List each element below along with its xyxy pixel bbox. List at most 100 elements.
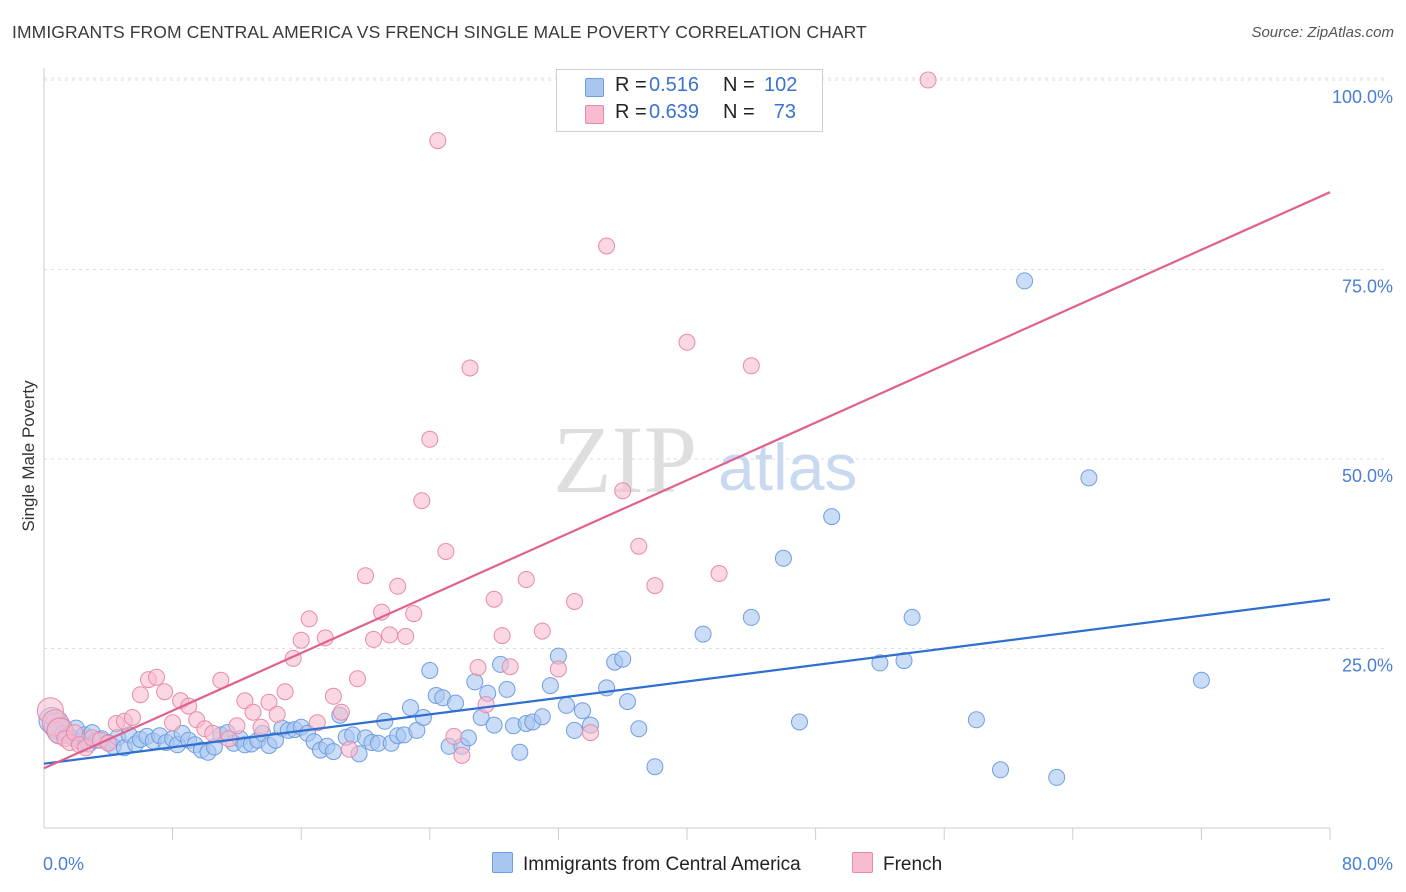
scatter-point xyxy=(349,670,366,688)
gridlines xyxy=(44,77,1385,649)
legend-row-central-america: R = 0.516 N = 102 xyxy=(557,74,822,100)
legend-n-label: N = xyxy=(723,101,755,123)
scatter-point xyxy=(903,608,921,626)
scatter-point xyxy=(598,237,616,255)
legend-series-label: Immigrants from Central America xyxy=(523,854,801,875)
scatter-point xyxy=(131,686,149,704)
scatter-point xyxy=(619,693,636,711)
scatter-point xyxy=(646,577,664,595)
scatter-point xyxy=(549,660,567,678)
scatter-point xyxy=(742,357,760,375)
scatter-point xyxy=(895,652,913,670)
legend-n-label: N = xyxy=(723,74,755,96)
scatter-point xyxy=(164,714,182,732)
scatter-point xyxy=(228,717,246,735)
legend-r-value: 0.516 xyxy=(649,74,700,96)
scatter-point xyxy=(1080,469,1098,487)
scatter-point xyxy=(469,659,487,676)
legend-swatch-pink xyxy=(852,852,873,873)
scatter-point xyxy=(566,593,583,610)
scatter-point xyxy=(630,537,648,555)
watermark: ZIP atlas xyxy=(553,406,857,513)
scatter-point xyxy=(324,687,342,705)
scatter-point xyxy=(791,713,808,731)
legend-r-label: R = xyxy=(615,101,647,123)
scatter-point xyxy=(517,571,535,588)
scatter-point xyxy=(402,699,419,717)
legend-n-value: 102 xyxy=(764,74,798,96)
scatter-point xyxy=(477,696,495,714)
legend-r-label: R = xyxy=(615,74,647,96)
scatter-point xyxy=(582,724,599,742)
legend-row-french: R = 0.639 N = 73 xyxy=(557,101,822,127)
trend-lines xyxy=(43,191,1331,770)
scatter-point xyxy=(244,703,262,721)
scatter-point xyxy=(447,694,464,712)
scatter-point xyxy=(148,668,165,686)
scatter-point xyxy=(493,627,511,645)
legend-series-label: French xyxy=(883,854,943,875)
scatter-point xyxy=(871,654,889,672)
y-tick-label: 75.0% xyxy=(1342,277,1393,297)
scatter-point xyxy=(421,662,439,679)
scatter-point xyxy=(566,721,583,739)
scatter-point xyxy=(429,132,447,150)
scatter-point xyxy=(123,709,141,726)
x-tick-label-max: 80.0% xyxy=(1342,854,1393,874)
legend-item-french: French xyxy=(852,852,942,876)
source-label: Source: ZipAtlas.com xyxy=(1251,24,1394,41)
scatter-point xyxy=(316,629,334,647)
scatter-point xyxy=(308,714,326,732)
x-tick-label-min: 0.0% xyxy=(43,854,84,874)
scatter-point xyxy=(252,718,270,736)
scatter-point xyxy=(156,683,174,701)
scatter-point xyxy=(630,720,648,738)
scatter-point xyxy=(694,625,712,643)
scatter-point xyxy=(919,71,937,89)
series-central-america-points xyxy=(38,272,1210,786)
series-french-points xyxy=(36,71,937,764)
scatter-point xyxy=(498,680,516,698)
legend-r-value: 0.639 xyxy=(649,101,700,123)
scatter-point xyxy=(511,743,529,761)
scatter-point xyxy=(485,590,503,608)
stats-legend: R = 0.516 N = 102 R = 0.639 N = 73 xyxy=(556,69,823,132)
scatter-point xyxy=(405,605,423,623)
scatter-point xyxy=(646,758,664,776)
chart-title: IMMIGRANTS FROM CENTRAL AMERICA VS FRENC… xyxy=(12,22,867,42)
y-axis-label: Single Male Poverty xyxy=(19,380,38,532)
legend-swatch-pink xyxy=(585,105,604,124)
scatter-point xyxy=(260,693,278,711)
scatter-point xyxy=(365,630,382,648)
scatter-point xyxy=(340,740,358,758)
scatter-point xyxy=(574,702,591,720)
scatter-point xyxy=(678,333,696,351)
watermark-atlas: atlas xyxy=(718,430,857,504)
y-tick-label: 25.0% xyxy=(1342,656,1393,676)
scatter-point xyxy=(823,508,841,526)
scatter-point xyxy=(466,673,484,691)
legend-n-value: 73 xyxy=(773,101,796,123)
scatter-point xyxy=(1016,272,1034,290)
legend-swatch-blue xyxy=(585,78,604,97)
scatter-point xyxy=(413,492,431,510)
scatter-point xyxy=(389,577,407,595)
scatter-point xyxy=(1048,768,1066,786)
y-tick-labels: 25.0% 50.0% 75.0% 100.0% xyxy=(1332,87,1393,676)
y-tick-label: 50.0% xyxy=(1342,466,1393,486)
scatter-point xyxy=(397,627,415,645)
trend-line xyxy=(43,598,1331,765)
scatter-point xyxy=(300,610,318,628)
scatter-point xyxy=(992,761,1009,779)
scatter-point xyxy=(1192,671,1210,689)
trend-line xyxy=(43,191,1331,770)
scatter-point xyxy=(557,696,575,714)
legend-swatch-blue xyxy=(492,852,513,873)
scatter-point xyxy=(414,709,432,726)
legend-item-central-america: Immigrants from Central America xyxy=(492,852,801,876)
scatter-point xyxy=(381,626,399,644)
scatter-point xyxy=(485,716,503,734)
scatter-point xyxy=(204,724,222,742)
scatter-point xyxy=(742,608,760,626)
